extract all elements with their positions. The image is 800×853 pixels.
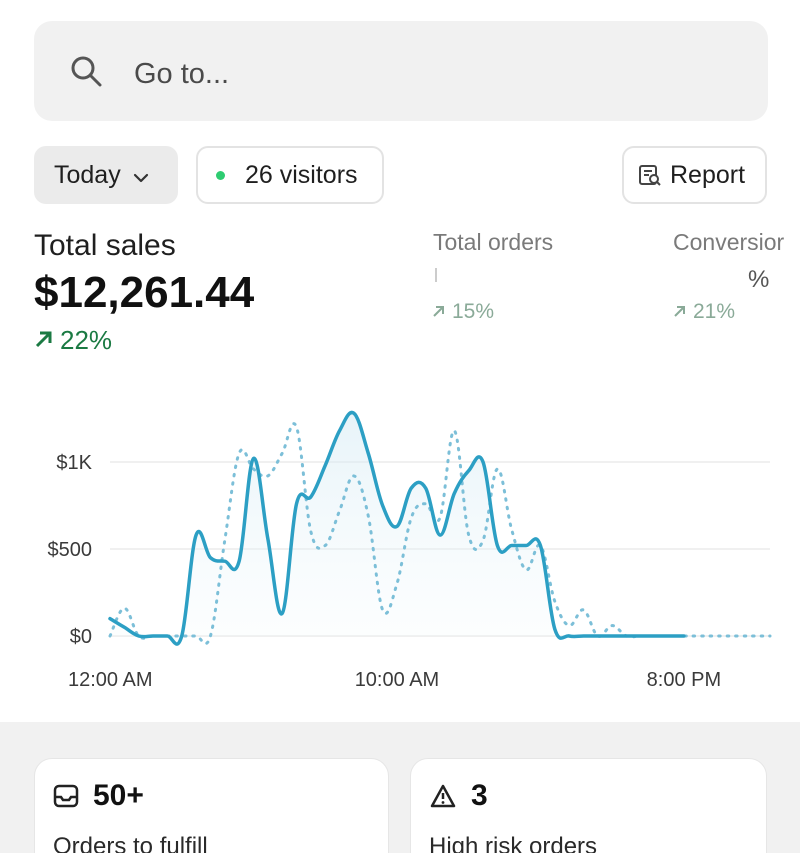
high-risk-orders-card[interactable]: 3 High risk orders	[410, 758, 767, 853]
search-icon	[70, 55, 102, 92]
total-sales-value: $12,261.44	[34, 268, 255, 317]
sales-series-line	[108, 410, 686, 646]
live-visitors-button[interactable]: 26 visitors	[196, 146, 384, 204]
x-tick-label: 8:00 PM	[647, 669, 721, 691]
conversion-value: %	[748, 266, 770, 293]
warning-icon	[429, 783, 457, 809]
x-tick-label: 12:00 AM	[68, 669, 153, 691]
inbox-icon	[53, 783, 79, 809]
report-label: Report	[670, 160, 746, 189]
high-risk-orders-label: High risk orders	[429, 833, 598, 853]
sales-chart[interactable]: $1K $500 $0 12:00 AM 10:00 AM 8:00 PM	[0, 380, 800, 710]
conversion-trend-value: 21%	[693, 300, 736, 323]
report-button[interactable]: Report	[622, 146, 767, 204]
total-sales-trend: 22%	[34, 325, 112, 356]
live-status-dot	[216, 170, 225, 180]
y-tick-label: $0	[70, 626, 92, 648]
orders-to-fulfill-value: 50+	[93, 779, 144, 812]
trend-up-icon	[673, 300, 687, 324]
date-range-selector[interactable]: Today	[34, 146, 178, 204]
task-cards-section: 50+ Orders to fulfill 3 High risk orders	[0, 722, 800, 853]
total-orders-value-placeholder	[435, 268, 437, 282]
trend-up-icon	[432, 300, 446, 324]
total-orders-title[interactable]: Total orders	[433, 229, 554, 255]
conversion-trend: 21%	[673, 300, 735, 324]
x-tick-label: 10:00 AM	[355, 669, 440, 691]
report-icon	[638, 163, 662, 187]
y-tick-label: $1K	[56, 452, 92, 474]
total-sales-title[interactable]: Total sales	[34, 229, 176, 262]
chevron-down-icon	[133, 161, 149, 190]
total-sales-trend-value: 22%	[60, 325, 113, 355]
high-risk-orders-value: 3	[471, 779, 488, 812]
orders-to-fulfill-label: Orders to fulfill	[53, 833, 208, 853]
comparison-series-line	[108, 422, 772, 646]
trend-up-icon	[34, 325, 54, 356]
orders-to-fulfill-card[interactable]: 50+ Orders to fulfill	[34, 758, 389, 853]
conversion-title[interactable]: Conversior	[673, 229, 785, 255]
total-orders-trend-value: 15%	[452, 300, 495, 323]
search-input[interactable]	[134, 54, 694, 94]
y-tick-label: $500	[48, 539, 93, 561]
visitors-label: 26 visitors	[245, 160, 358, 189]
search-bar[interactable]	[34, 21, 768, 121]
date-range-label: Today	[54, 160, 121, 189]
total-orders-trend: 15%	[432, 300, 494, 324]
